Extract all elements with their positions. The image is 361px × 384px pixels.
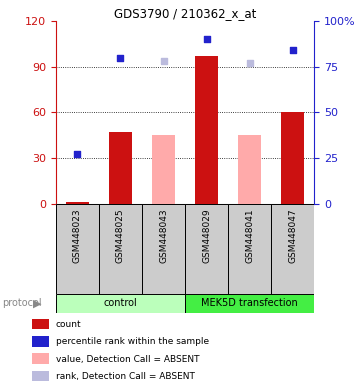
Bar xyxy=(281,112,304,204)
Text: percentile rank within the sample: percentile rank within the sample xyxy=(56,337,209,346)
Text: GSM448041: GSM448041 xyxy=(245,208,254,263)
Text: value, Detection Call = ABSENT: value, Detection Call = ABSENT xyxy=(56,354,200,364)
Text: protocol: protocol xyxy=(2,298,42,308)
Title: GDS3790 / 210362_x_at: GDS3790 / 210362_x_at xyxy=(114,7,256,20)
Text: count: count xyxy=(56,320,82,329)
Bar xyxy=(56,294,185,313)
Bar xyxy=(238,135,261,204)
Bar xyxy=(109,132,132,204)
Bar xyxy=(152,135,175,204)
Bar xyxy=(66,202,89,204)
Point xyxy=(75,151,81,157)
Text: control: control xyxy=(104,298,137,308)
Point xyxy=(161,58,166,65)
Text: GSM448023: GSM448023 xyxy=(73,208,82,263)
Point xyxy=(290,47,295,53)
Text: GSM448047: GSM448047 xyxy=(288,208,297,263)
Point xyxy=(204,36,209,43)
Bar xyxy=(228,204,271,294)
Bar xyxy=(185,294,314,313)
Point xyxy=(247,60,252,66)
Bar xyxy=(271,204,314,294)
Text: ▶: ▶ xyxy=(33,298,42,308)
Point xyxy=(118,55,123,61)
Bar xyxy=(142,204,185,294)
Bar xyxy=(56,204,99,294)
Bar xyxy=(185,204,228,294)
Text: rank, Detection Call = ABSENT: rank, Detection Call = ABSENT xyxy=(56,372,195,381)
Text: GSM448025: GSM448025 xyxy=(116,208,125,263)
Text: GSM448043: GSM448043 xyxy=(159,208,168,263)
Text: MEK5D transfection: MEK5D transfection xyxy=(201,298,298,308)
Bar xyxy=(99,204,142,294)
Text: GSM448029: GSM448029 xyxy=(202,208,211,263)
Bar xyxy=(195,56,218,204)
